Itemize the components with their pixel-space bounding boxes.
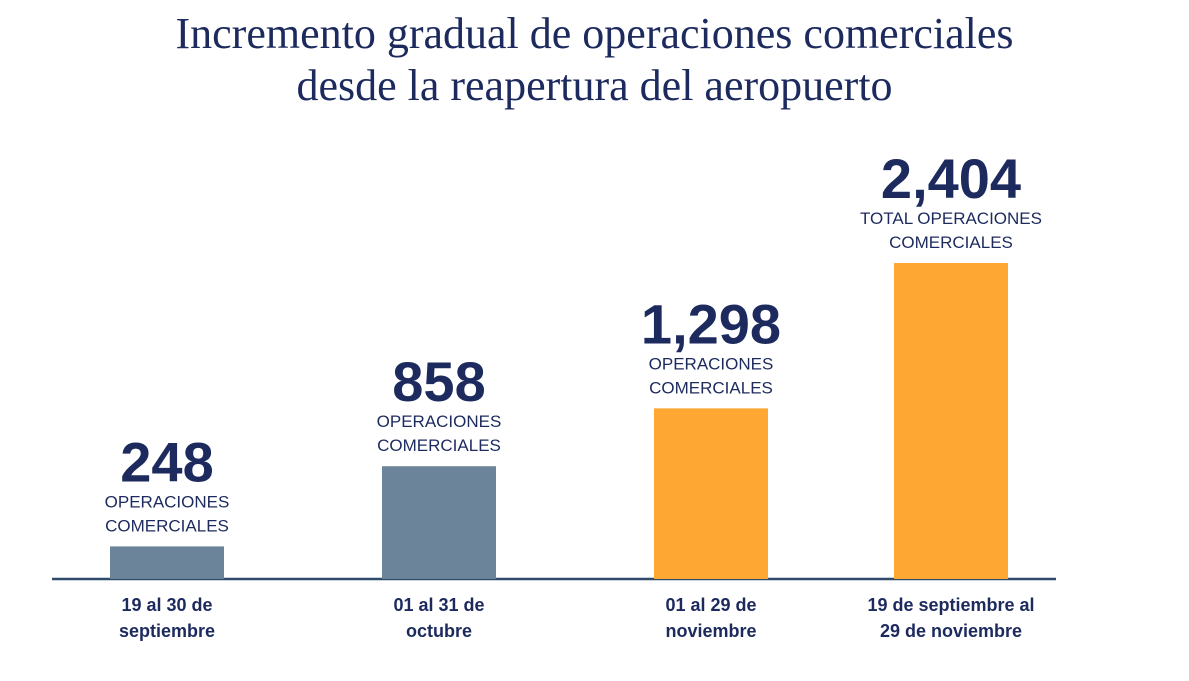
bar-caption-line-1: OPERACIONES	[105, 492, 230, 511]
bar-caption-line-2: COMERCIALES	[889, 233, 1013, 252]
x-tick-label-line-1: 01 al 29 de	[665, 595, 756, 615]
data-label: 858	[392, 350, 485, 413]
chart-title-line-1: Incremento gradual de operaciones comerc…	[175, 9, 1014, 58]
x-tick-label-line-2: 29 de noviembre	[880, 621, 1022, 641]
bar	[382, 466, 496, 579]
bar-caption-line-2: COMERCIALES	[105, 516, 229, 535]
bar-caption-line-1: OPERACIONES	[649, 354, 774, 373]
data-label: 2,404	[881, 147, 1021, 210]
bar-caption-line-2: COMERCIALES	[649, 378, 773, 397]
data-label: 1,298	[641, 292, 781, 355]
bar-caption-line-1: TOTAL OPERACIONES	[860, 209, 1042, 228]
bar	[110, 546, 224, 579]
data-label: 248	[120, 430, 213, 493]
bar-caption-line-2: COMERCIALES	[377, 436, 501, 455]
bar	[894, 263, 1008, 579]
x-tick-label-line-1: 19 de septiembre al	[867, 595, 1034, 615]
x-tick-label-line-1: 19 al 30 de	[121, 595, 212, 615]
x-tick-label-line-2: septiembre	[119, 621, 215, 641]
chart-title-line-2: desde la reapertura del aeropuerto	[296, 61, 893, 110]
chart-title: Incremento gradual de operaciones comerc…	[0, 8, 1189, 112]
x-tick-label-line-2: octubre	[406, 621, 472, 641]
bar	[654, 408, 768, 579]
x-tick-label-line-2: noviembre	[665, 621, 756, 641]
x-tick-label-line-1: 01 al 31 de	[393, 595, 484, 615]
bar-caption-line-1: OPERACIONES	[377, 412, 502, 431]
